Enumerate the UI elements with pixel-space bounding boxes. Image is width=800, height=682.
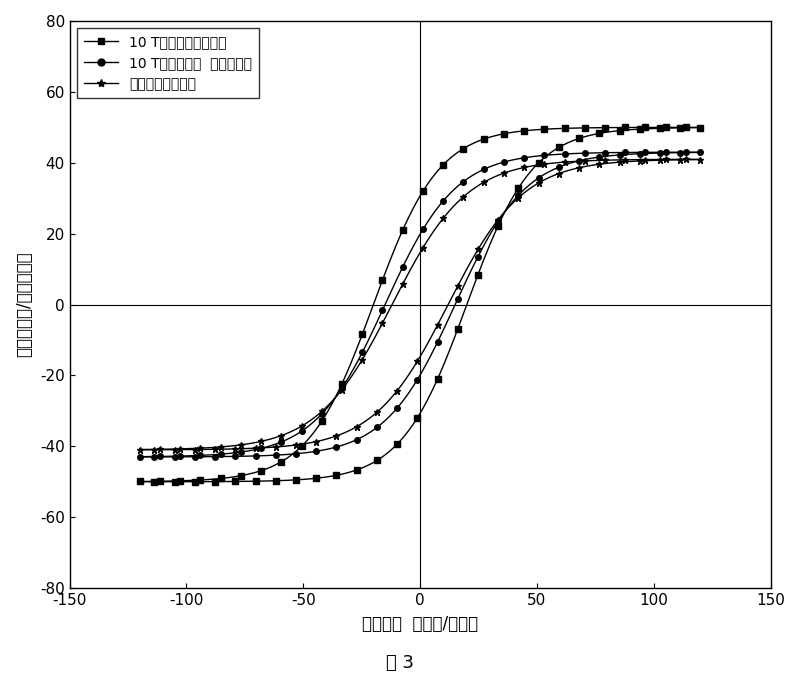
Text: 图 3: 图 3 xyxy=(386,654,414,672)
X-axis label: 电场强度  （千伏/厘米）: 电场强度 （千伏/厘米） xyxy=(362,615,478,633)
Legend: 10 T磁场下煅烧和烧结, 10 T磁场下煅烧  无磁场烧结, 无磁场煅烧和烧结: 10 T磁场下煅烧和烧结, 10 T磁场下煅烧 无磁场烧结, 无磁场煅烧和烧结 xyxy=(77,28,259,98)
Y-axis label: 极化（微库/平方厘米）: 极化（微库/平方厘米） xyxy=(15,252,33,357)
